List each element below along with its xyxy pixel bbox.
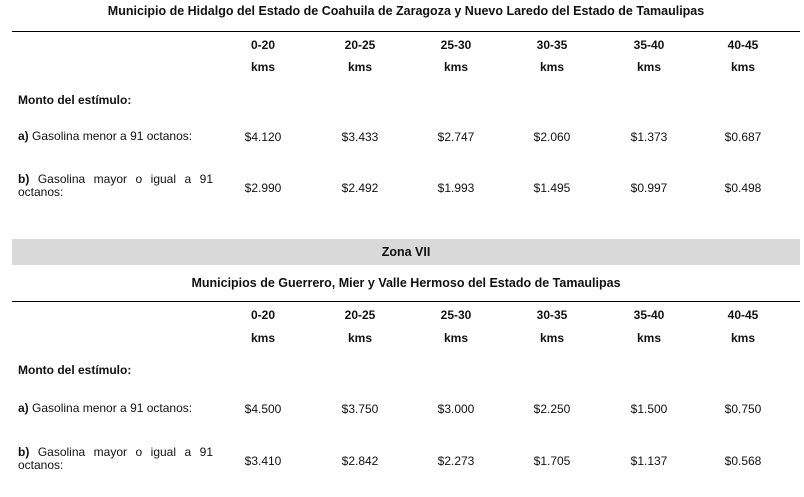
row-label-text: Gasolina mayor o igual a 91 octanos: bbox=[18, 445, 214, 472]
value-cell: $0.498 bbox=[724, 181, 762, 195]
value-cell: $0.750 bbox=[724, 402, 762, 416]
value-cell: $1.705 bbox=[533, 454, 571, 468]
range-header: 30-35 bbox=[536, 38, 568, 52]
value-cell: $1.500 bbox=[630, 402, 668, 416]
range-header: 0-20 bbox=[250, 308, 276, 322]
range-header: 0-20 bbox=[250, 38, 276, 52]
value-cell: $0.997 bbox=[630, 181, 668, 195]
row-letter: a) bbox=[18, 129, 29, 143]
section2-title: Municipios de Guerrero, Mier y Valle Her… bbox=[191, 276, 621, 290]
row-letter: b) bbox=[18, 172, 30, 186]
unit-header: kms bbox=[730, 60, 756, 74]
row-label: a) Gasolina menor a 91 octanos: bbox=[18, 130, 213, 143]
row-label: a) Gasolina menor a 91 octanos: bbox=[18, 402, 213, 415]
unit-header: kms bbox=[636, 331, 662, 345]
value-cell: $1.137 bbox=[630, 454, 668, 468]
value-cell: $3.433 bbox=[341, 130, 379, 144]
monto-label: Monto del estímulo: bbox=[18, 93, 132, 107]
range-header: 35-40 bbox=[633, 38, 665, 52]
value-cell: $4.120 bbox=[244, 130, 282, 144]
range-header: 40-45 bbox=[727, 38, 759, 52]
value-cell: $1.495 bbox=[533, 181, 571, 195]
range-header: 40-45 bbox=[727, 308, 759, 322]
value-cell: $0.687 bbox=[724, 130, 762, 144]
unit-header: kms bbox=[443, 331, 469, 345]
range-header: 35-40 bbox=[633, 308, 665, 322]
value-cell: $2.990 bbox=[244, 181, 282, 195]
row-label-text: Gasolina menor a 91 octanos: bbox=[32, 129, 193, 143]
row-label: b) Gasolina mayor o igual a 91 octanos: bbox=[18, 446, 213, 472]
range-header: 25-30 bbox=[440, 38, 472, 52]
table2-top-border bbox=[12, 301, 800, 302]
unit-header: kms bbox=[443, 60, 469, 74]
value-cell: $3.750 bbox=[341, 402, 379, 416]
monto-label: Monto del estímulo: bbox=[18, 363, 132, 377]
range-header: 20-25 bbox=[344, 38, 376, 52]
range-header: 30-35 bbox=[536, 308, 568, 322]
unit-header: kms bbox=[539, 331, 565, 345]
unit-header: kms bbox=[539, 60, 565, 74]
value-cell: $2.842 bbox=[341, 454, 379, 468]
unit-header: kms bbox=[347, 60, 373, 74]
unit-header: kms bbox=[250, 60, 276, 74]
unit-header: kms bbox=[730, 331, 756, 345]
value-cell: $3.000 bbox=[437, 402, 475, 416]
unit-header: kms bbox=[250, 331, 276, 345]
value-cell: $2.747 bbox=[437, 130, 475, 144]
value-cell: $0.568 bbox=[724, 454, 762, 468]
zone-title: Zona VII bbox=[12, 239, 800, 265]
row-letter: a) bbox=[18, 401, 29, 415]
row-label-text: Gasolina mayor o igual a 91 octanos: bbox=[18, 172, 214, 199]
unit-header: kms bbox=[636, 60, 662, 74]
unit-header: kms bbox=[347, 331, 373, 345]
value-cell: $2.250 bbox=[533, 402, 571, 416]
value-cell: $4.500 bbox=[244, 402, 282, 416]
section1-title: Municipio de Hidalgo del Estado de Coahu… bbox=[107, 4, 705, 18]
value-cell: $2.273 bbox=[437, 454, 475, 468]
value-cell: $1.993 bbox=[437, 181, 475, 195]
range-header: 25-30 bbox=[440, 308, 472, 322]
table1-top-border bbox=[12, 31, 800, 32]
value-cell: $1.373 bbox=[630, 130, 668, 144]
row-letter: b) bbox=[18, 445, 30, 459]
row-label-text: Gasolina menor a 91 octanos: bbox=[32, 401, 193, 415]
row-label: b) Gasolina mayor o igual a 91 octanos: bbox=[18, 173, 213, 199]
range-header: 20-25 bbox=[344, 308, 376, 322]
value-cell: $2.060 bbox=[533, 130, 571, 144]
value-cell: $2.492 bbox=[341, 181, 379, 195]
value-cell: $3.410 bbox=[244, 454, 282, 468]
